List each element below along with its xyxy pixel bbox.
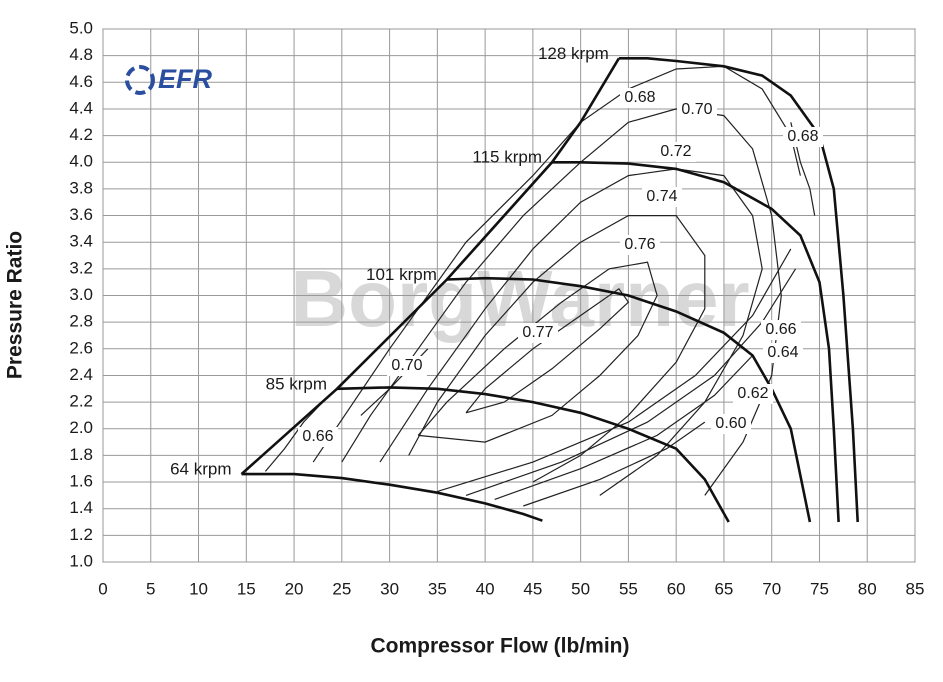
efficiency-contour xyxy=(465,268,797,496)
y-tick-label: 3.6 xyxy=(69,205,93,224)
x-tick-label: 75 xyxy=(810,579,829,598)
logo-icon xyxy=(125,65,155,95)
x-tick-label: 25 xyxy=(332,579,351,598)
label-background xyxy=(620,88,660,108)
efficiency-contour xyxy=(417,261,658,443)
speed-label: 101 krpm xyxy=(366,265,437,284)
x-tick-label: 5 xyxy=(146,579,155,598)
efficiency-contour xyxy=(379,168,763,496)
speed-label: 128 krpm xyxy=(538,44,609,63)
x-tick-label: 20 xyxy=(285,579,304,598)
y-tick-label: 4.4 xyxy=(69,98,93,117)
label-background xyxy=(298,427,338,447)
x-tick-label: 45 xyxy=(523,579,542,598)
y-tick-label: 3.8 xyxy=(69,178,93,197)
y-tick-label: 2.4 xyxy=(69,365,93,384)
efficiency-label: 0.72 xyxy=(660,143,691,160)
y-tick-label: 2.2 xyxy=(69,392,93,411)
speed-line xyxy=(446,276,812,523)
surge-line xyxy=(240,57,621,476)
y-tick-label: 1.6 xyxy=(69,472,93,491)
label-background xyxy=(518,323,558,343)
efficiency-label: 0.60 xyxy=(715,415,746,432)
y-tick-label: 2.0 xyxy=(69,418,93,437)
speed-label: 64 krpm xyxy=(170,460,231,479)
speed-line xyxy=(336,386,730,523)
efficiency-label: 0.77 xyxy=(522,324,553,341)
y-tick-label: 3.0 xyxy=(69,285,93,304)
efficiency-label: 0.62 xyxy=(737,385,768,402)
efficiency-contour xyxy=(437,248,792,492)
label-background xyxy=(677,100,717,120)
y-tick-label: 1.4 xyxy=(69,498,93,517)
label-background xyxy=(642,187,682,207)
x-tick-label: 65 xyxy=(714,579,733,598)
x-tick-label: 35 xyxy=(428,579,447,598)
x-tick-label: 85 xyxy=(906,579,925,598)
x-tick-label: 50 xyxy=(571,579,590,598)
x-tick-label: 40 xyxy=(476,579,495,598)
label-background xyxy=(783,127,823,147)
label-background xyxy=(733,384,773,404)
speed-line xyxy=(241,472,543,522)
y-tick-label: 1.0 xyxy=(69,551,93,570)
x-axis-title: Compressor Flow (lb/min) xyxy=(370,635,629,658)
x-tick-label: 10 xyxy=(189,579,208,598)
y-tick-label: 4.2 xyxy=(69,125,93,144)
efficiency-contour xyxy=(494,355,754,500)
y-tick-label: 4.6 xyxy=(69,72,93,91)
y-tick-label: 1.2 xyxy=(69,525,93,544)
y-tick-label: 3.4 xyxy=(69,232,93,251)
label-background xyxy=(761,320,801,340)
y-axis-title: Pressure Ratio xyxy=(4,231,27,379)
efficiency-label: 0.68 xyxy=(624,89,655,106)
efficiency-label: 0.66 xyxy=(765,321,796,338)
logo: EFR xyxy=(125,64,213,95)
grid xyxy=(102,28,916,563)
label-background xyxy=(711,414,751,434)
label-background xyxy=(620,235,660,255)
speed-label: 85 krpm xyxy=(266,374,327,393)
x-tick-label: 80 xyxy=(858,579,877,598)
speed-line xyxy=(618,57,859,523)
speed-label: 115 krpm xyxy=(472,148,542,167)
label-background xyxy=(763,343,803,363)
y-tick-label: 4.0 xyxy=(69,152,93,171)
x-tick-label: 15 xyxy=(237,579,256,598)
label-background xyxy=(656,142,696,162)
x-tick-label: 70 xyxy=(762,579,781,598)
logo-text: EFR xyxy=(158,64,213,94)
x-tick-label: 60 xyxy=(667,579,686,598)
efficiency-label: 0.70 xyxy=(681,101,712,118)
speed-line xyxy=(552,161,840,523)
x-tick-label: 55 xyxy=(619,579,638,598)
efficiency-label: 0.68 xyxy=(787,128,818,145)
efficiency-label: 0.64 xyxy=(767,344,798,361)
efficiency-label: 0.76 xyxy=(624,236,655,253)
y-tick-label: 2.8 xyxy=(69,312,93,331)
x-tick-label: 30 xyxy=(380,579,399,598)
efficiency-label: 0.74 xyxy=(646,188,677,205)
y-tick-label: 4.8 xyxy=(69,45,93,64)
x-tick-label: 0 xyxy=(98,579,107,598)
efficiency-label: 0.66 xyxy=(302,428,333,445)
efficiency-contour xyxy=(408,215,706,483)
efficiency-contour xyxy=(523,421,706,507)
y-tick-label: 5.0 xyxy=(69,18,93,37)
y-tick-label: 2.6 xyxy=(69,338,93,357)
efficiency-label: 0.70 xyxy=(391,357,422,374)
y-tick-label: 1.8 xyxy=(69,445,93,464)
label-background xyxy=(387,356,427,376)
y-tick-label: 3.2 xyxy=(69,258,93,277)
